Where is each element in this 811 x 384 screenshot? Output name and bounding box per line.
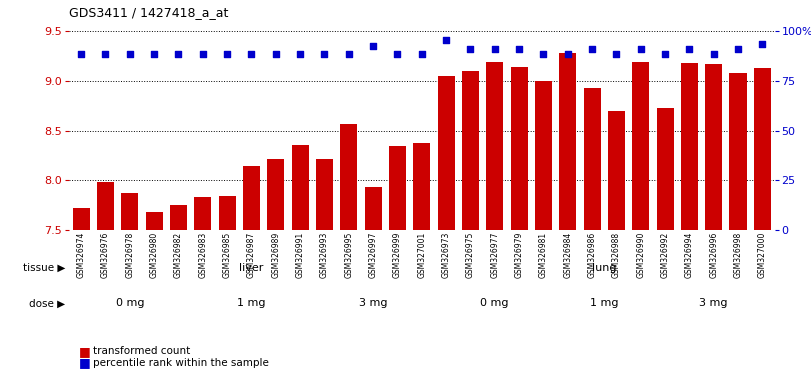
Point	[707, 51, 720, 57]
Bar	[267, 159, 284, 230]
Bar	[754, 68, 770, 230]
Point	[367, 43, 380, 49]
Point	[148, 51, 161, 57]
Text: liver: liver	[239, 263, 264, 273]
Point	[440, 36, 453, 43]
Point	[683, 46, 696, 52]
Bar	[291, 144, 308, 230]
Text: 3 mg: 3 mg	[699, 298, 728, 308]
Bar	[170, 205, 187, 230]
Bar	[218, 197, 235, 230]
Bar	[656, 108, 673, 230]
Bar	[583, 88, 600, 230]
Point	[269, 51, 282, 57]
Point	[464, 46, 477, 52]
Bar	[243, 166, 260, 230]
Bar	[73, 209, 89, 230]
Bar	[146, 212, 162, 230]
Bar	[633, 62, 649, 230]
Point	[756, 41, 769, 47]
Point	[294, 51, 307, 57]
Point	[659, 51, 672, 57]
Bar	[122, 194, 138, 230]
Text: transformed count: transformed count	[93, 346, 191, 356]
Bar	[705, 64, 722, 230]
Text: lung: lung	[592, 263, 616, 273]
Point	[586, 46, 599, 52]
Point	[513, 46, 526, 52]
Text: 1 mg: 1 mg	[590, 298, 619, 308]
Bar	[438, 76, 454, 230]
Bar	[340, 124, 357, 230]
Point	[732, 46, 744, 52]
Point	[99, 51, 112, 57]
Bar	[510, 67, 527, 230]
Bar	[486, 62, 503, 230]
Text: 0 mg: 0 mg	[480, 298, 509, 308]
Bar	[364, 187, 381, 230]
Point	[196, 51, 209, 57]
Text: 3 mg: 3 mg	[358, 298, 388, 308]
Text: ■: ■	[79, 356, 90, 369]
Point	[634, 46, 647, 52]
Bar	[316, 159, 333, 230]
Bar	[534, 81, 551, 230]
Bar	[389, 146, 406, 230]
Text: 1 mg: 1 mg	[237, 298, 266, 308]
Point	[123, 51, 136, 57]
Text: 0 mg: 0 mg	[115, 298, 144, 308]
Point	[537, 51, 550, 57]
Point	[610, 51, 623, 57]
Bar	[462, 71, 478, 230]
Bar	[97, 182, 114, 230]
Point	[172, 51, 185, 57]
Bar	[560, 53, 576, 230]
Point	[342, 51, 355, 57]
Bar	[608, 111, 624, 230]
Text: ■: ■	[79, 345, 90, 358]
Point	[391, 51, 404, 57]
Bar	[195, 197, 211, 230]
Point	[488, 46, 501, 52]
Text: percentile rank within the sample: percentile rank within the sample	[93, 358, 269, 368]
Bar	[729, 73, 746, 230]
Bar	[680, 63, 697, 230]
Point	[561, 51, 574, 57]
Text: tissue ▶: tissue ▶	[23, 263, 65, 273]
Point	[318, 51, 331, 57]
Point	[245, 51, 258, 57]
Point	[415, 51, 428, 57]
Text: GDS3411 / 1427418_a_at: GDS3411 / 1427418_a_at	[69, 6, 229, 19]
Point	[221, 51, 234, 57]
Text: dose ▶: dose ▶	[28, 298, 65, 308]
Bar	[413, 142, 430, 230]
Point	[75, 51, 88, 57]
